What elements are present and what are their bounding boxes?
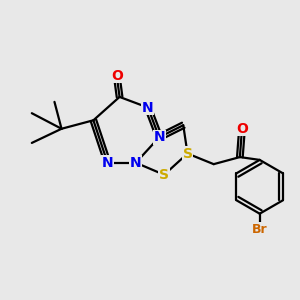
Text: O: O	[111, 69, 123, 83]
Text: S: S	[182, 146, 193, 161]
Text: Br: Br	[252, 223, 268, 236]
Text: S: S	[159, 168, 169, 182]
Text: N: N	[102, 156, 113, 170]
Text: N: N	[153, 130, 165, 144]
Text: N: N	[142, 100, 154, 115]
Text: O: O	[236, 122, 248, 136]
Text: N: N	[130, 156, 142, 170]
